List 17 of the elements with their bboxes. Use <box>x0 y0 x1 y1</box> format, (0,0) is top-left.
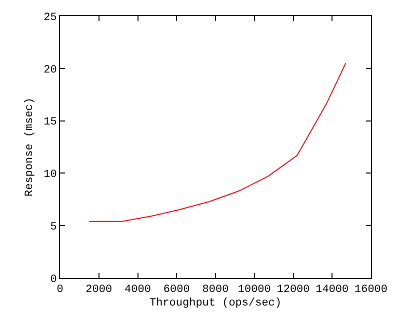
x-tick-label: 8000 <box>202 284 229 296</box>
y-axis-title: Response (msec) <box>24 97 36 197</box>
x-tick-label: 14000 <box>316 284 349 296</box>
y-tick-label: 15 <box>44 116 57 129</box>
y-tick-label: 10 <box>44 169 57 182</box>
y-tick-label: 5 <box>50 221 57 234</box>
y-tick-label: 0 <box>50 274 57 286</box>
x-tick-label: 4000 <box>124 284 151 296</box>
x-tick-label: 16000 <box>354 284 388 296</box>
x-axis-title: Throughput (ops/sec) <box>149 297 282 310</box>
x-tick-label: 2000 <box>86 284 112 296</box>
x-tick-label: 10000 <box>238 284 271 296</box>
x-tick-label: 12000 <box>276 284 310 296</box>
y-tick-label: 25 <box>44 12 57 24</box>
line-series <box>88 62 346 222</box>
x-tick-label: 6000 <box>163 284 190 296</box>
y-tick-label: 20 <box>44 64 57 76</box>
